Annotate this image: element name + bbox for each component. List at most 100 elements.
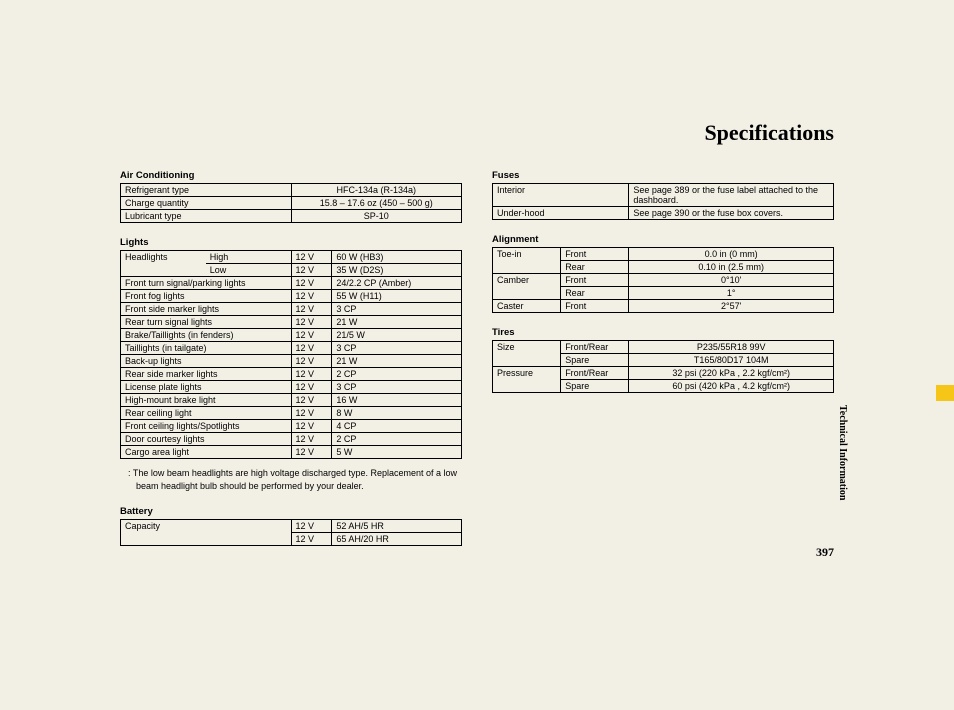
cell: 12 V — [291, 433, 332, 446]
cell: Back-up lights — [121, 355, 292, 368]
cell: Pressure — [493, 367, 561, 380]
cell: 21 W — [332, 355, 462, 368]
table-row: SpareT165/80D17 104M — [493, 354, 834, 367]
cell: 0.0 in (0 mm) — [629, 248, 834, 261]
cell: Front turn signal/parking lights — [121, 277, 292, 290]
table-row: Rear ceiling light12 V8 W — [121, 407, 462, 420]
table-row: Spare60 psi (420 kPa , 4.2 kgf/cm²) — [493, 380, 834, 393]
cell: Capacity — [121, 520, 292, 533]
table-row: Brake/Taillights (in fenders)12 V21/5 W — [121, 329, 462, 342]
cell: 35 W (D2S) — [332, 264, 462, 277]
cell: Cargo area light — [121, 446, 292, 459]
cell: Spare — [561, 354, 629, 367]
alignment-block: Alignment Toe-inFront0.0 in (0 mm)Rear0.… — [492, 234, 834, 313]
cell: Rear turn signal lights — [121, 316, 292, 329]
cell: Rear ceiling light — [121, 407, 292, 420]
cell: 12 V — [291, 251, 332, 264]
cell: 12 V — [291, 533, 332, 546]
cell: 24/2.2 CP (Amber) — [332, 277, 462, 290]
fuses-title: Fuses — [492, 170, 834, 181]
table-row: License plate lights12 V3 CP — [121, 381, 462, 394]
cell: 12 V — [291, 342, 332, 355]
alignment-table: Toe-inFront0.0 in (0 mm)Rear0.10 in (2.5… — [492, 247, 834, 313]
cell: 12 V — [291, 329, 332, 342]
cell: Front — [561, 300, 629, 313]
page-title: Specifications — [704, 120, 834, 146]
cell: 15.8 – 17.6 oz (450 – 500 g) — [291, 197, 462, 210]
cell: Front/Rear — [561, 341, 629, 354]
table-row: HeadlightsHigh12 V60 W (HB3) — [121, 251, 462, 264]
cell: 55 W (H11) — [332, 290, 462, 303]
lights-table: HeadlightsHigh12 V60 W (HB3)Low12 V35 W … — [120, 250, 462, 459]
cell: 12 V — [291, 355, 332, 368]
cell: 12 V — [291, 394, 332, 407]
battery-table: Capacity12 V52 AH/5 HR12 V65 AH/20 HR — [120, 519, 462, 546]
cell: Headlights — [121, 251, 206, 264]
cell: T165/80D17 104M — [629, 354, 834, 367]
cell: Rear — [561, 261, 629, 274]
cell: Lubricant type — [121, 210, 292, 223]
right-col: Fuses InteriorSee page 389 or the fuse l… — [492, 170, 834, 560]
cell — [493, 287, 561, 300]
columns: Air Conditioning Refrigerant typeHFC-134… — [120, 170, 834, 560]
cell: Front — [561, 274, 629, 287]
cell: 12 V — [291, 381, 332, 394]
cell: HFC-134a (R-134a) — [291, 184, 462, 197]
cell: 12 V — [291, 303, 332, 316]
cell: 12 V — [291, 290, 332, 303]
table-row: CamberFront0°10' — [493, 274, 834, 287]
cell: Door courtesy lights — [121, 433, 292, 446]
cell: Front fog lights — [121, 290, 292, 303]
cell: 5 W — [332, 446, 462, 459]
table-row: Taillights (in tailgate)12 V3 CP — [121, 342, 462, 355]
cell: Brake/Taillights (in fenders) — [121, 329, 292, 342]
cell: 60 W (HB3) — [332, 251, 462, 264]
table-row: Front side marker lights12 V3 CP — [121, 303, 462, 316]
cell: Rear — [561, 287, 629, 300]
cell: 32 psi (220 kPa , 2.2 kgf/cm²) — [629, 367, 834, 380]
cell: 3 CP — [332, 381, 462, 394]
cell: 12 V — [291, 520, 332, 533]
cell: Low — [206, 264, 291, 277]
table-row: Cargo area light12 V5 W — [121, 446, 462, 459]
side-tab — [936, 385, 954, 401]
cell: 0.10 in (2.5 mm) — [629, 261, 834, 274]
cell: See page 389 or the fuse label attached … — [629, 184, 834, 207]
cell: 1° — [629, 287, 834, 300]
table-row: Front ceiling lights/Spotlights12 V4 CP — [121, 420, 462, 433]
cell — [121, 264, 206, 277]
cell — [121, 533, 292, 546]
table-row: Under-hoodSee page 390 or the fuse box c… — [493, 207, 834, 220]
cell: 16 W — [332, 394, 462, 407]
cell: 60 psi (420 kPa , 4.2 kgf/cm²) — [629, 380, 834, 393]
cell: 4 CP — [332, 420, 462, 433]
side-text: Technical Information — [837, 405, 848, 500]
cell: Camber — [493, 274, 561, 287]
cell: 0°10' — [629, 274, 834, 287]
lights-title: Lights — [120, 237, 462, 248]
cell: Taillights (in tailgate) — [121, 342, 292, 355]
cell: 8 W — [332, 407, 462, 420]
tires-title: Tires — [492, 327, 834, 338]
fuses-table: InteriorSee page 389 or the fuse label a… — [492, 183, 834, 220]
cell: P235/55R18 99V — [629, 341, 834, 354]
ac-table: Refrigerant typeHFC-134a (R-134a)Charge … — [120, 183, 462, 223]
table-row: SizeFront/RearP235/55R18 99V — [493, 341, 834, 354]
cell: 12 V — [291, 420, 332, 433]
cell: High — [206, 251, 291, 264]
cell: 12 V — [291, 316, 332, 329]
cell: 12 V — [291, 277, 332, 290]
cell: Under-hood — [493, 207, 629, 220]
left-col: Air Conditioning Refrigerant typeHFC-134… — [120, 170, 462, 560]
table-row: High-mount brake light12 V16 W — [121, 394, 462, 407]
battery-title: Battery — [120, 506, 462, 517]
table-row: Rear turn signal lights12 V21 W — [121, 316, 462, 329]
cell: Size — [493, 341, 561, 354]
cell — [493, 354, 561, 367]
table-row: Rear1° — [493, 287, 834, 300]
table-row: Door courtesy lights12 V2 CP — [121, 433, 462, 446]
cell: Front ceiling lights/Spotlights — [121, 420, 292, 433]
cell: 52 AH/5 HR — [332, 520, 462, 533]
cell: 3 CP — [332, 303, 462, 316]
table-row: InteriorSee page 389 or the fuse label a… — [493, 184, 834, 207]
